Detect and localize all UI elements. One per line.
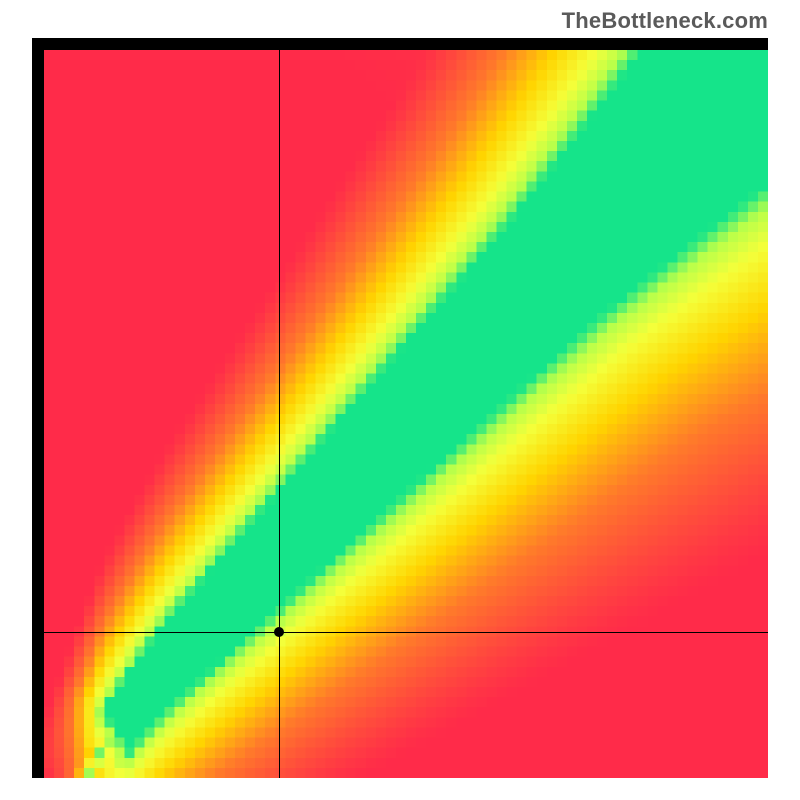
crosshair-horizontal: [44, 632, 768, 633]
plot-border: [32, 38, 768, 778]
watermark-text: TheBottleneck.com: [562, 8, 768, 34]
chart-container: TheBottleneck.com: [0, 0, 800, 800]
crosshair-vertical: [279, 50, 280, 778]
heatmap-canvas: [44, 50, 768, 778]
